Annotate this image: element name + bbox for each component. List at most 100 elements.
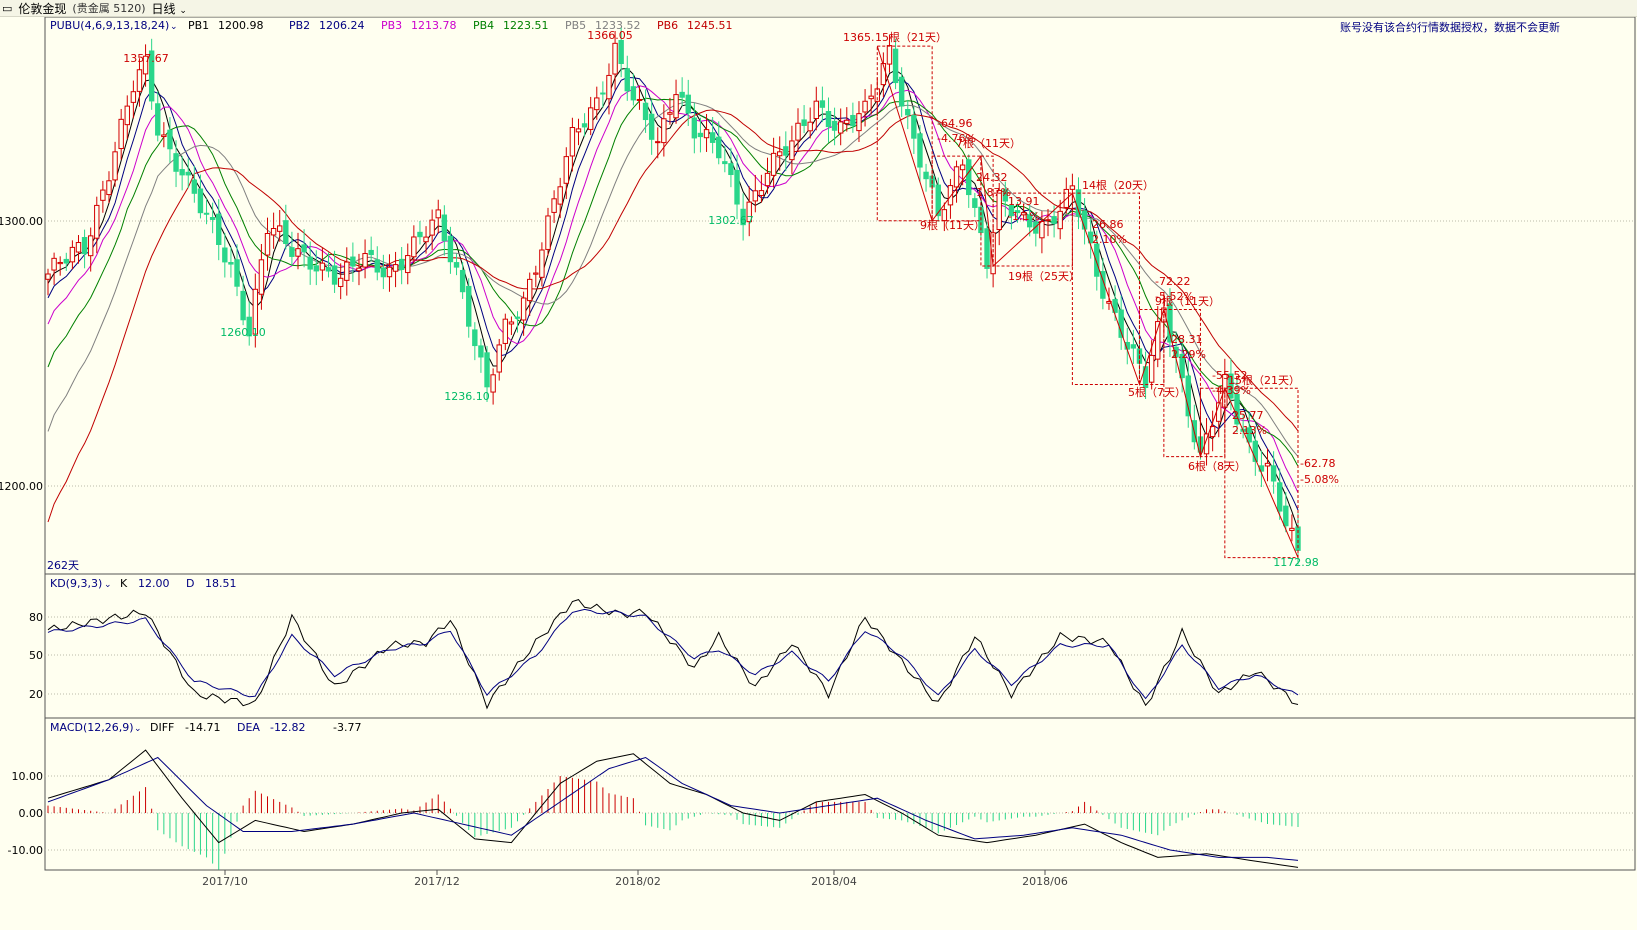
candle-body (344, 261, 350, 281)
candle-body (618, 39, 624, 64)
candle-body (356, 267, 362, 272)
legend-label-pb2: PB2 (289, 19, 310, 32)
x-tick-2017-10: 2017/10 (202, 875, 248, 888)
price-annotation: -55.52 (1212, 369, 1247, 382)
macd-dea-label: DEA (237, 721, 260, 734)
candle-body (100, 189, 106, 201)
kd-lines (47, 599, 1299, 710)
price-annotation: 14根（20天） (1082, 178, 1154, 192)
price-annotation: -4.39% (1212, 384, 1251, 397)
candle-body (283, 220, 289, 245)
candle-body (398, 258, 405, 271)
candle-body (996, 189, 1002, 231)
candle-body (1069, 185, 1076, 190)
price-annotation: 19根（25天） (1008, 269, 1080, 283)
chevron-down-icon[interactable]: ⌄ (170, 22, 178, 32)
wave-segment-box (1071, 192, 1140, 386)
candle-body (502, 318, 509, 344)
legend-value-pb1: 1200.98 (218, 19, 264, 32)
candle-body (417, 231, 423, 238)
candle-body (959, 164, 966, 171)
candle-body (1264, 462, 1271, 467)
price-annotation: 15根（21天） (1228, 373, 1300, 387)
instrument-name: 伦敦金现 (18, 1, 67, 16)
window-title-bar: ▭ 伦敦金现 (贵金属 5120) 日线 ⌄ (0, 0, 1637, 17)
candle-body (252, 288, 259, 335)
main-indicator-name[interactable]: PUBU(4,6,9,13,18,24) (50, 19, 169, 32)
candle-body (411, 236, 417, 258)
candle-body (1155, 321, 1161, 360)
candle-body (301, 244, 307, 253)
window-menu-icon[interactable]: ▭ (2, 1, 13, 15)
price-annotation: 1172.98 (1273, 556, 1319, 569)
candle-body (81, 237, 88, 255)
candle-body (447, 235, 454, 263)
candle-body (228, 262, 234, 265)
candle-body (1167, 303, 1173, 343)
legend-value-pb4: 1223.51 (503, 19, 549, 32)
price-annotation: 1366.05 (587, 29, 633, 42)
candle-body (819, 100, 826, 108)
candle-body (575, 128, 582, 133)
macd-lines (47, 749, 1299, 868)
candle-body (545, 215, 551, 250)
candle-body (112, 151, 118, 181)
kd-k-label: K (120, 577, 128, 590)
candle-body (478, 345, 484, 358)
candle-body (484, 352, 490, 388)
candle-body (405, 255, 411, 274)
kd-panel-frame (44, 573, 1636, 719)
candle-body (947, 185, 954, 206)
candle-body (277, 225, 283, 232)
candle-body (1234, 393, 1240, 425)
candle-body (1179, 353, 1185, 379)
candle-body (240, 290, 246, 321)
macd-histogram (47, 776, 1299, 870)
candle-body (655, 141, 661, 144)
days-count-label: 262天 (47, 559, 79, 572)
chevron-down-icon[interactable]: ⌄ (134, 724, 142, 734)
candle-body (331, 265, 338, 285)
period-selector[interactable]: 日线 ⌄ (152, 0, 187, 17)
chevron-down-icon[interactable]: ⌄ (104, 580, 112, 590)
price-annotation: 25.77 (1232, 409, 1264, 422)
candle-body (1051, 216, 1057, 224)
candle-body (1289, 527, 1295, 531)
candle-body (75, 242, 82, 253)
candle-body (362, 253, 368, 268)
macd-indicator-name[interactable]: MACD(12,26,9) (50, 721, 134, 734)
candle-body (307, 256, 313, 270)
candle-body (563, 156, 569, 184)
candle-body (142, 55, 149, 75)
candle-body (313, 265, 319, 272)
macd-histogram-value: -3.77 (333, 721, 361, 734)
price-annotation: 13.91 (1008, 195, 1040, 208)
x-tick-2018-06: 2018/06 (1022, 875, 1068, 888)
candle-body (1087, 231, 1094, 244)
candle-body (953, 166, 960, 188)
candle-body (837, 121, 844, 134)
candle-body (1045, 219, 1051, 222)
candle-body (136, 69, 143, 92)
price-annotation: 9根（11天） (1155, 294, 1220, 308)
candle-body (911, 115, 917, 139)
legend-label-pb3: PB3 (381, 19, 402, 32)
x-tick-2018-04: 2018/04 (811, 875, 857, 888)
legend-label-pb6: PB6 (657, 19, 678, 32)
candle-body (350, 256, 356, 267)
chevron-down-icon: ⌄ (179, 5, 187, 16)
candle-body (642, 102, 649, 121)
candle-body (831, 120, 838, 131)
candle-body (868, 95, 874, 100)
price-annotation: -5.08% (1300, 473, 1339, 486)
candle-body (569, 127, 576, 157)
candle-body (155, 103, 161, 136)
candle-body (374, 259, 380, 273)
chart-canvas[interactable]: PUBU(4,6,9,13,18,24) ⌄ PB1 1200.98 PB2 1206… (0, 17, 1637, 930)
candle-body (490, 374, 496, 393)
kd-k-value: 12.00 (138, 577, 170, 590)
kd-indicator-name[interactable]: KD(9,3,3) (50, 577, 102, 590)
candle-body (850, 114, 856, 127)
candle-body (435, 209, 441, 219)
candle-body (917, 133, 923, 168)
